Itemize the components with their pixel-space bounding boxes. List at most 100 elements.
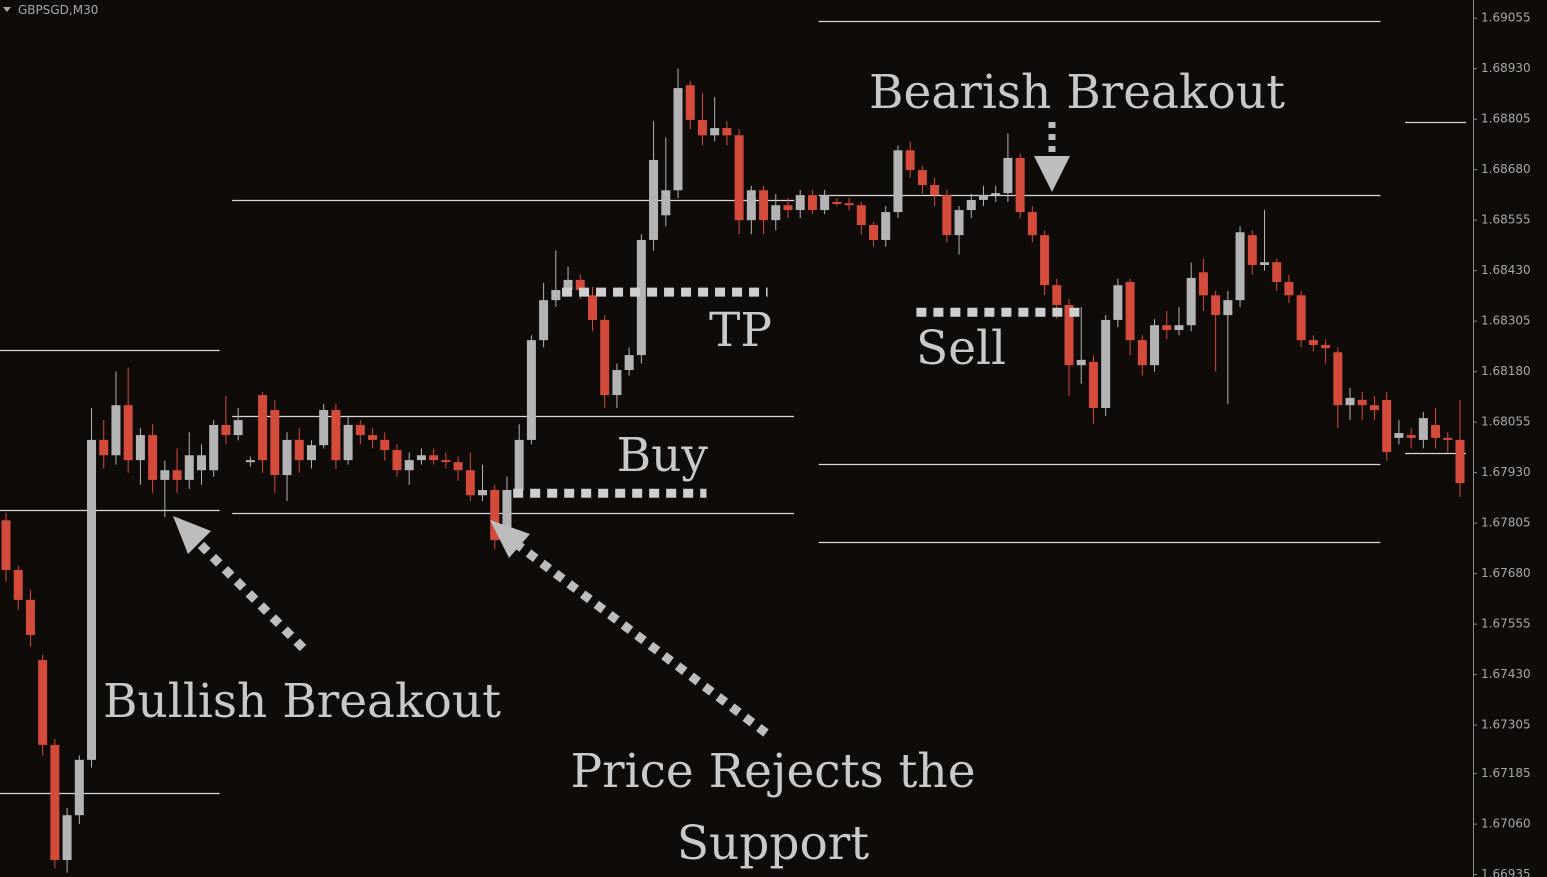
candle-body xyxy=(905,150,915,171)
candle-body xyxy=(1369,405,1379,411)
candle-body xyxy=(148,435,158,480)
y-tick-label: 1.67930 xyxy=(1481,465,1531,479)
candle-body xyxy=(636,239,646,356)
arrow-line xyxy=(194,538,307,652)
candle-body xyxy=(1296,295,1306,341)
candle-body xyxy=(1308,340,1318,345)
candle-body xyxy=(844,203,854,206)
candle-body xyxy=(526,340,536,440)
y-tick-label: 1.68555 xyxy=(1481,213,1531,227)
candle-body xyxy=(13,569,23,600)
candle-body xyxy=(111,405,121,456)
candle-body xyxy=(355,424,365,436)
annotation: Bearish Breakout xyxy=(869,65,1285,120)
y-tick-label: 1.68055 xyxy=(1481,415,1531,429)
arrow-head xyxy=(173,516,211,554)
y-tick-label: 1.67680 xyxy=(1481,566,1531,580)
candle-body xyxy=(1272,262,1282,282)
candle-body xyxy=(1113,285,1123,320)
candle-body xyxy=(1064,304,1074,366)
symbol: GBPSGD,M30 xyxy=(18,3,98,17)
arrows xyxy=(194,122,1056,737)
candle-body xyxy=(404,460,414,471)
candle-body xyxy=(1235,232,1245,301)
candle-body xyxy=(612,370,622,396)
symbol-caret xyxy=(3,7,11,12)
candle-body xyxy=(1137,340,1147,366)
candle-body xyxy=(649,159,659,240)
candle-body xyxy=(600,319,610,396)
candle-body xyxy=(478,490,488,496)
candle-body xyxy=(319,410,329,446)
y-tick-label: 1.66935 xyxy=(1481,867,1531,877)
candle-body xyxy=(1418,418,1428,440)
candle-body xyxy=(1174,325,1184,331)
candle-body xyxy=(1003,157,1013,194)
y-tick-label: 1.67430 xyxy=(1481,667,1531,681)
candle-body xyxy=(1101,319,1111,409)
candle-body xyxy=(87,439,97,760)
y-tick-label: 1.67185 xyxy=(1481,766,1531,780)
candle-body xyxy=(1455,439,1465,484)
annotation: Price Rejects the xyxy=(570,744,975,799)
candle-body xyxy=(38,660,48,745)
y-tick-label: 1.67805 xyxy=(1481,516,1531,530)
candle-body xyxy=(746,190,756,221)
candle-body xyxy=(954,210,964,236)
candle-body xyxy=(893,150,903,213)
candle-body xyxy=(465,470,475,496)
candle-body xyxy=(991,193,1001,196)
candle-body xyxy=(673,88,683,191)
candle-body xyxy=(563,279,573,291)
y-tick-label: 1.68680 xyxy=(1481,162,1531,176)
candle-body xyxy=(368,435,378,440)
candle-body xyxy=(575,279,585,291)
candle-body xyxy=(245,460,255,463)
candle-body xyxy=(1406,435,1416,438)
candle-body xyxy=(917,170,927,186)
y-tick-label: 1.68930 xyxy=(1481,61,1531,75)
candle-body xyxy=(221,424,231,436)
candle-body xyxy=(270,410,280,476)
candle-body xyxy=(942,195,952,236)
y-tick-label: 1.67555 xyxy=(1481,617,1531,631)
candle-body xyxy=(1357,399,1367,406)
trade-label: Sell xyxy=(916,321,1006,376)
y-tick-label: 1.67060 xyxy=(1481,817,1531,831)
candle-body xyxy=(624,355,634,371)
candle-body xyxy=(209,424,219,471)
candle-body xyxy=(869,225,879,240)
candle-body xyxy=(930,185,940,196)
candle-body xyxy=(196,455,206,471)
arrow-line xyxy=(515,541,769,737)
candle-body xyxy=(514,439,524,491)
candle-body xyxy=(1431,424,1441,438)
candle-body xyxy=(1321,344,1331,349)
candle-body xyxy=(783,205,793,211)
candle-body xyxy=(1211,295,1221,316)
candle-body xyxy=(429,455,439,461)
candle-body xyxy=(539,300,549,341)
candle-body xyxy=(184,455,194,480)
candle-body xyxy=(258,395,268,461)
candle-body xyxy=(294,439,304,461)
candle-body xyxy=(1125,281,1135,341)
candle-body xyxy=(1382,399,1392,453)
annotation: Support xyxy=(677,816,869,871)
candle-body xyxy=(50,744,60,861)
candle-body xyxy=(233,420,243,436)
marks xyxy=(0,20,1466,873)
candle-body xyxy=(1162,325,1172,331)
candle-body xyxy=(978,195,988,200)
candle-body xyxy=(1076,359,1086,366)
candle-body xyxy=(453,462,463,471)
candle-body xyxy=(1247,235,1257,265)
candle-body xyxy=(1223,300,1233,316)
candle-body xyxy=(966,199,976,211)
candle-body xyxy=(795,195,805,211)
candle-body xyxy=(1284,281,1294,296)
candle-body xyxy=(172,470,182,480)
candle-body xyxy=(1394,433,1404,438)
